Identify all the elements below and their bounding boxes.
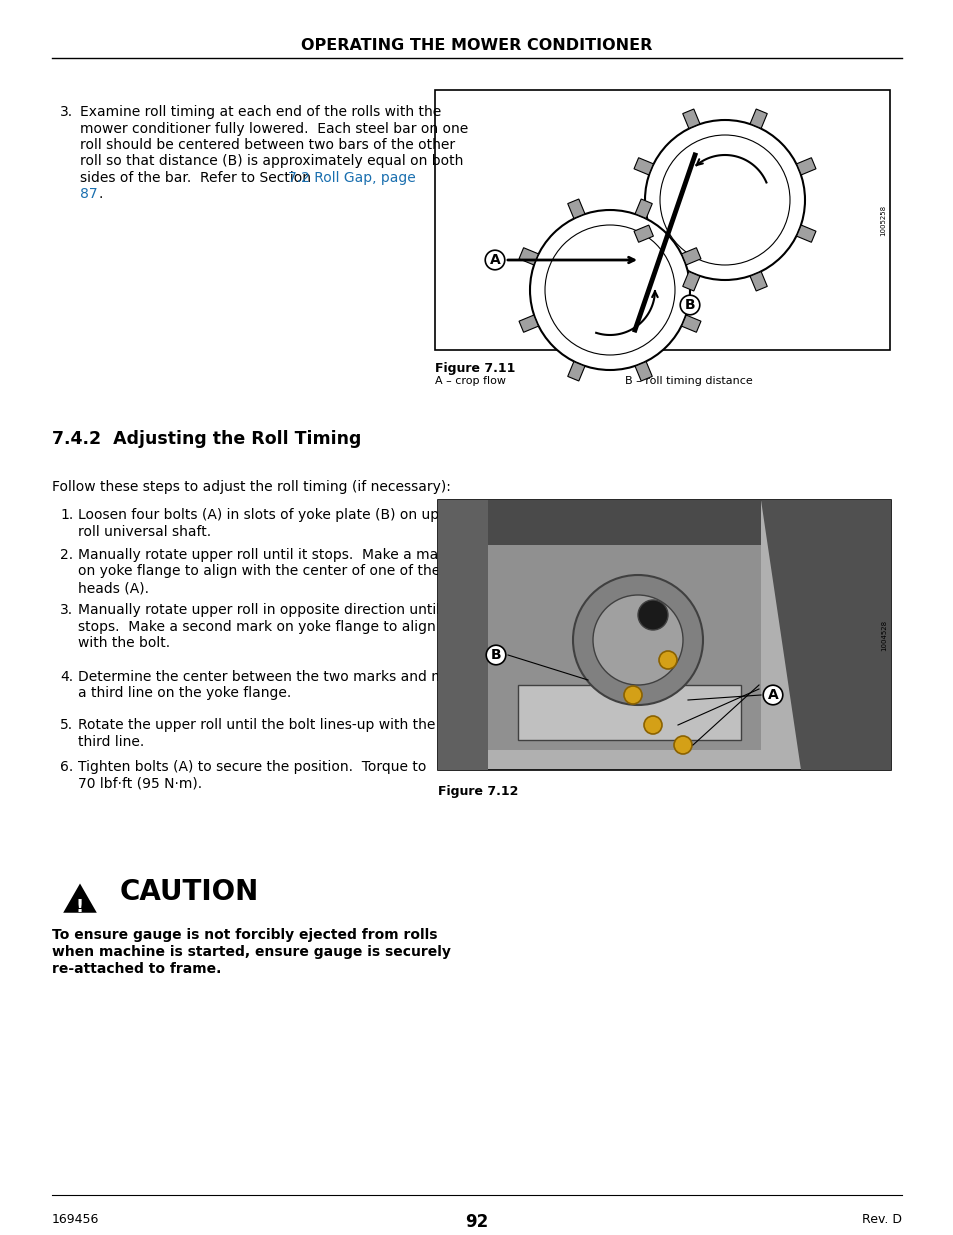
Polygon shape: [518, 248, 537, 266]
Text: roll universal shaft.: roll universal shaft.: [78, 525, 211, 538]
Polygon shape: [796, 158, 815, 175]
Polygon shape: [749, 272, 766, 291]
Bar: [435, 90, 889, 350]
Text: with the bolt.: with the bolt.: [78, 636, 170, 650]
Polygon shape: [635, 362, 652, 380]
Text: CAUTION: CAUTION: [120, 878, 259, 906]
Circle shape: [593, 595, 682, 685]
Text: Tighten bolts (A) to secure the position.  Torque to: Tighten bolts (A) to secure the position…: [78, 760, 426, 774]
Polygon shape: [680, 248, 700, 266]
Polygon shape: [634, 225, 653, 242]
Text: third line.: third line.: [78, 735, 144, 748]
Text: 2.: 2.: [60, 548, 73, 562]
Text: roll should be centered between two bars of the other: roll should be centered between two bars…: [80, 138, 455, 152]
Text: Follow these steps to adjust the roll timing (if necessary):: Follow these steps to adjust the roll ti…: [52, 480, 451, 494]
Text: 7.4.2  Adjusting the Roll Timing: 7.4.2 Adjusting the Roll Timing: [52, 430, 361, 448]
Circle shape: [638, 600, 667, 630]
Bar: [437, 500, 890, 769]
Circle shape: [643, 716, 661, 734]
Text: roll so that distance (B) is approximately equal on both: roll so that distance (B) is approximate…: [80, 154, 463, 168]
Text: 7.2 Roll Gap, page: 7.2 Roll Gap, page: [288, 170, 416, 185]
Text: a third line on the yoke flange.: a third line on the yoke flange.: [78, 687, 291, 700]
Text: To ensure gauge is not forcibly ejected from rolls: To ensure gauge is not forcibly ejected …: [52, 927, 437, 942]
Text: Determine the center between the two marks and mark: Determine the center between the two mar…: [78, 671, 467, 684]
Text: stops.  Make a second mark on yoke flange to align: stops. Make a second mark on yoke flange…: [78, 620, 436, 634]
Bar: [517, 685, 740, 740]
Text: heads (A).: heads (A).: [78, 580, 149, 595]
Text: on yoke flange to align with the center of one of the bolt: on yoke flange to align with the center …: [78, 564, 471, 578]
Text: 1004528: 1004528: [880, 620, 886, 651]
Text: re-attached to frame.: re-attached to frame.: [52, 962, 221, 976]
Polygon shape: [680, 315, 700, 332]
Text: 3.: 3.: [60, 603, 73, 618]
Text: B – roll timing distance: B – roll timing distance: [624, 375, 752, 387]
Polygon shape: [682, 272, 700, 291]
Text: 92: 92: [465, 1213, 488, 1231]
Polygon shape: [796, 225, 815, 242]
Text: 169456: 169456: [52, 1213, 99, 1226]
Text: Figure 7.11: Figure 7.11: [435, 362, 515, 375]
Text: B: B: [490, 648, 500, 662]
Circle shape: [573, 576, 702, 705]
Text: Examine roll timing at each end of the rolls with the: Examine roll timing at each end of the r…: [80, 105, 441, 119]
Polygon shape: [65, 885, 95, 911]
Text: sides of the bar.  Refer to Section: sides of the bar. Refer to Section: [80, 170, 315, 185]
Text: 70 lbf·ft (95 N·m).: 70 lbf·ft (95 N·m).: [78, 777, 202, 790]
Text: 1005258: 1005258: [879, 205, 885, 236]
Text: 1.: 1.: [60, 508, 73, 522]
Text: 3.: 3.: [60, 105, 73, 119]
Text: OPERATING THE MOWER CONDITIONER: OPERATING THE MOWER CONDITIONER: [301, 37, 652, 53]
Bar: [437, 500, 760, 564]
Text: 6.: 6.: [60, 760, 73, 774]
Text: !: !: [76, 898, 84, 916]
Polygon shape: [760, 500, 890, 769]
Text: when machine is started, ensure gauge is securely: when machine is started, ensure gauge is…: [52, 945, 451, 960]
Polygon shape: [682, 109, 700, 128]
Text: 4.: 4.: [60, 671, 73, 684]
Circle shape: [530, 210, 689, 370]
Circle shape: [673, 736, 691, 755]
Polygon shape: [518, 315, 537, 332]
Polygon shape: [635, 199, 652, 219]
Polygon shape: [634, 158, 653, 175]
Text: Manually rotate upper roll in opposite direction until it: Manually rotate upper roll in opposite d…: [78, 603, 454, 618]
Polygon shape: [567, 362, 584, 380]
Text: A: A: [767, 688, 778, 701]
Text: mower conditioner fully lowered.  Each steel bar on one: mower conditioner fully lowered. Each st…: [80, 121, 468, 136]
Polygon shape: [567, 199, 584, 219]
Text: 87: 87: [80, 188, 97, 201]
Circle shape: [644, 120, 804, 280]
Text: Rev. D: Rev. D: [862, 1213, 901, 1226]
Bar: [437, 500, 488, 769]
Text: A – crop flow: A – crop flow: [435, 375, 505, 387]
Text: Manually rotate upper roll until it stops.  Make a mark: Manually rotate upper roll until it stop…: [78, 548, 452, 562]
Text: Rotate the upper roll until the bolt lines-up with the: Rotate the upper roll until the bolt lin…: [78, 718, 435, 732]
Circle shape: [659, 651, 677, 669]
Circle shape: [623, 685, 641, 704]
Text: .: .: [99, 188, 103, 201]
Bar: [488, 545, 760, 750]
Text: 5.: 5.: [60, 718, 73, 732]
Polygon shape: [749, 109, 766, 128]
Text: B: B: [684, 298, 695, 312]
Text: Loosen four bolts (A) in slots of yoke plate (B) on upper: Loosen four bolts (A) in slots of yoke p…: [78, 508, 462, 522]
Text: A: A: [489, 253, 500, 267]
Text: Figure 7.12: Figure 7.12: [437, 785, 517, 798]
